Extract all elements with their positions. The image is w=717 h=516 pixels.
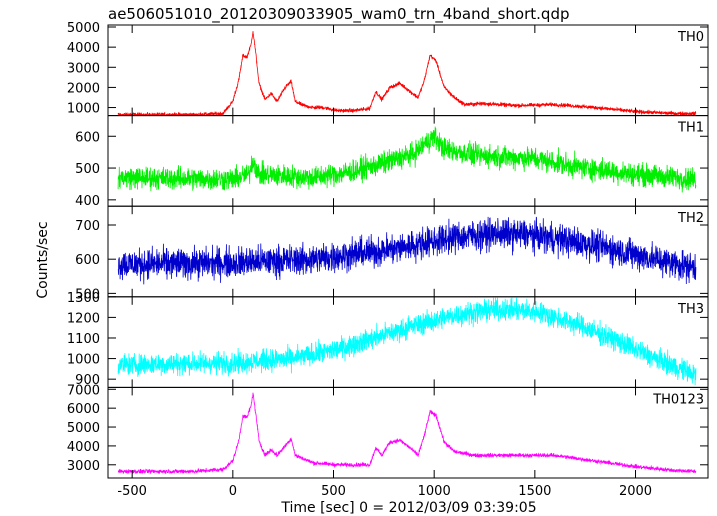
- x-axis-label: Time [sec] 0 = 2012/03/09 03:39:05: [280, 500, 536, 516]
- series-th3: [117, 296, 697, 386]
- panel-th0123: 3000 4000 5000 6000 7000 TH0123: [67, 383, 709, 479]
- y-tick-label: 1000: [67, 102, 100, 117]
- panel-th2: 500 600 700 TH2: [75, 205, 709, 302]
- panel-label: TH0: [677, 30, 704, 45]
- y-axis-label: Counts/sec: [35, 221, 51, 298]
- x-tick-label: -500: [117, 484, 147, 499]
- x-tick-label: 2000: [619, 484, 652, 499]
- x-tick-label: 0: [229, 484, 237, 499]
- y-tick-label: 600: [75, 253, 100, 268]
- y-tick-label: 2000: [67, 81, 100, 96]
- x-tick-label: 500: [321, 484, 346, 499]
- chart-title: ae506051010_20120309033905_wam0_trn_4ban…: [108, 5, 570, 24]
- y-tick-label: 4000: [67, 41, 100, 56]
- x-tick-label: 1000: [418, 484, 451, 499]
- panel-th0: 1000 2000 3000 4000 5000 TH0: [67, 21, 709, 117]
- panel-th1: 400 500 600 TH1: [75, 115, 709, 209]
- y-tick-label: 1000: [67, 353, 100, 368]
- y-tick-label: 3000: [67, 459, 100, 474]
- y-tick-label: 400: [75, 194, 100, 209]
- panel-frame: [107, 24, 709, 117]
- series-th0123: [117, 392, 697, 475]
- y-tick-label: 1200: [67, 311, 100, 326]
- y-tick-label: 500: [75, 162, 100, 177]
- y-tick-label: 500: [75, 287, 100, 302]
- series-th1: [117, 126, 697, 193]
- y-tick-label: 5000: [67, 21, 100, 36]
- y-tick-label: 1300: [67, 291, 100, 306]
- y-tick-label: 6000: [67, 402, 100, 417]
- panel-frame: [107, 386, 709, 479]
- y-tick-label: 900: [75, 373, 100, 388]
- y-tick-label: 7000: [67, 383, 100, 398]
- panel-th3: 900 1000 1100 1200 1300 TH3: [67, 291, 709, 388]
- panels-group: 10002000300040005000TH0400500600TH150060…: [67, 21, 709, 499]
- y-tick-label: 1100: [67, 332, 100, 347]
- panel-label: TH0123: [652, 392, 704, 407]
- y-tick-label: 700: [75, 219, 100, 234]
- panel-label: TH1: [677, 121, 704, 136]
- y-tick-label: 3000: [67, 61, 100, 76]
- series-th2: [117, 216, 697, 285]
- y-tick-label: 4000: [67, 440, 100, 455]
- panel-label: TH2: [677, 211, 704, 226]
- panel-label: TH3: [677, 302, 704, 317]
- series-th0: [117, 31, 697, 116]
- y-tick-label: 5000: [67, 421, 100, 436]
- x-tick-label: 1500: [518, 484, 551, 499]
- y-tick-label: 600: [75, 130, 100, 145]
